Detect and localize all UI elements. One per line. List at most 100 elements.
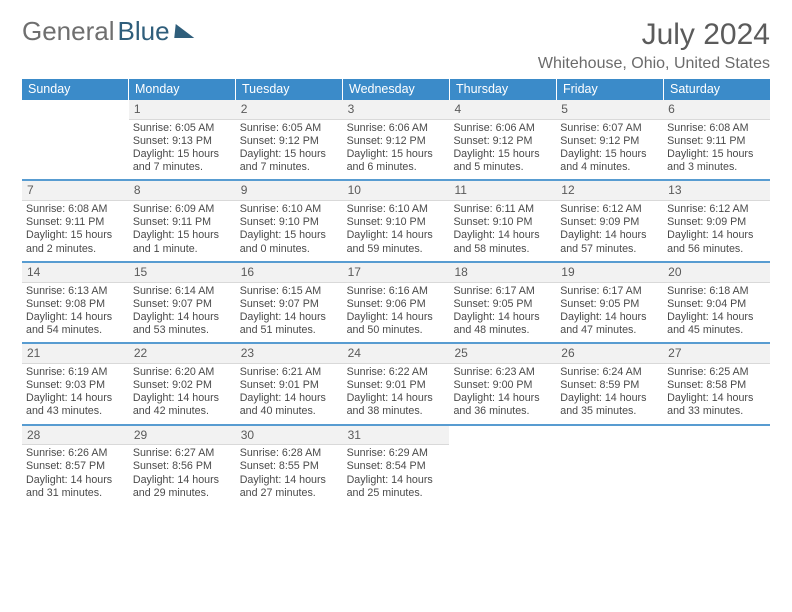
day-cell: 28Sunrise: 6:26 AMSunset: 8:57 PMDayligh…: [22, 426, 129, 504]
sunset-text: Sunset: 8:55 PM: [240, 460, 340, 473]
sunrise-text: Sunrise: 6:05 AM: [133, 122, 233, 135]
day-number: 24: [343, 344, 450, 364]
sunset-text: Sunset: 9:12 PM: [453, 135, 553, 148]
day-number: 8: [129, 181, 236, 201]
day-cell: 5Sunrise: 6:07 AMSunset: 9:12 PMDaylight…: [556, 100, 663, 178]
sunset-text: Sunset: 9:05 PM: [560, 298, 660, 311]
day-number: 28: [22, 426, 129, 446]
dow-friday: Friday: [557, 79, 664, 100]
day-number: 29: [129, 426, 236, 446]
day-details: Sunrise: 6:21 AMSunset: 9:01 PMDaylight:…: [236, 364, 343, 423]
day-details: Sunrise: 6:09 AMSunset: 9:11 PMDaylight:…: [129, 201, 236, 260]
sunrise-text: Sunrise: 6:13 AM: [26, 285, 126, 298]
sunrise-text: Sunrise: 6:17 AM: [453, 285, 553, 298]
week-row: 21Sunrise: 6:19 AMSunset: 9:03 PMDayligh…: [22, 344, 770, 422]
sunset-text: Sunset: 9:10 PM: [240, 216, 340, 229]
sunset-text: Sunset: 9:02 PM: [133, 379, 233, 392]
day-details: Sunrise: 6:20 AMSunset: 9:02 PMDaylight:…: [129, 364, 236, 423]
day-cell: 13Sunrise: 6:12 AMSunset: 9:09 PMDayligh…: [663, 181, 770, 259]
sunset-text: Sunset: 9:09 PM: [667, 216, 767, 229]
daylight-text: Daylight: 14 hours and 25 minutes.: [347, 474, 447, 500]
daylight-text: Daylight: 15 hours and 6 minutes.: [347, 148, 447, 174]
week-separator: [22, 179, 770, 181]
sunrise-text: Sunrise: 6:05 AM: [240, 122, 340, 135]
sunrise-text: Sunrise: 6:27 AM: [133, 447, 233, 460]
sunrise-text: Sunrise: 6:15 AM: [240, 285, 340, 298]
sunrise-text: Sunrise: 6:17 AM: [560, 285, 660, 298]
title-block: July 2024 Whitehouse, Ohio, United State…: [538, 18, 770, 73]
sunrise-text: Sunrise: 6:29 AM: [347, 447, 447, 460]
day-details: Sunrise: 6:06 AMSunset: 9:12 PMDaylight:…: [449, 120, 556, 179]
day-details: Sunrise: 6:18 AMSunset: 9:04 PMDaylight:…: [663, 283, 770, 342]
day-cell: 12Sunrise: 6:12 AMSunset: 9:09 PMDayligh…: [556, 181, 663, 259]
day-cell: 10Sunrise: 6:10 AMSunset: 9:10 PMDayligh…: [343, 181, 450, 259]
day-cell: 3Sunrise: 6:06 AMSunset: 9:12 PMDaylight…: [343, 100, 450, 178]
day-cell: 11Sunrise: 6:11 AMSunset: 9:10 PMDayligh…: [449, 181, 556, 259]
sunrise-text: Sunrise: 6:16 AM: [347, 285, 447, 298]
daylight-text: Daylight: 15 hours and 7 minutes.: [133, 148, 233, 174]
sunset-text: Sunset: 9:00 PM: [453, 379, 553, 392]
sunrise-text: Sunrise: 6:06 AM: [347, 122, 447, 135]
day-number: 10: [343, 181, 450, 201]
day-number: 9: [236, 181, 343, 201]
sunrise-text: Sunrise: 6:12 AM: [560, 203, 660, 216]
day-details: Sunrise: 6:15 AMSunset: 9:07 PMDaylight:…: [236, 283, 343, 342]
day-details: Sunrise: 6:13 AMSunset: 9:08 PMDaylight:…: [22, 283, 129, 342]
day-cell: 18 Sunrise: 6:17 AMSunset: 9:05 PMDayligh…: [449, 263, 556, 341]
sunrise-text: Sunrise: 6:10 AM: [347, 203, 447, 216]
day-number: 11: [449, 181, 556, 201]
day-details: Sunrise: 6:05 AMSunset: 9:13 PMDaylight:…: [129, 120, 236, 179]
week-row: 14Sunrise: 6:13 AMSunset: 9:08 PMDayligh…: [22, 263, 770, 341]
daylight-text: Daylight: 15 hours and 3 minutes.: [667, 148, 767, 174]
daylight-text: Daylight: 14 hours and 31 minutes.: [26, 474, 126, 500]
day-number: 26: [556, 344, 663, 364]
day-cell: 15Sunrise: 6:14 AMSunset: 9:07 PMDayligh…: [129, 263, 236, 341]
dow-header-row: Sunday Monday Tuesday Wednesday Thursday…: [22, 79, 770, 100]
dow-saturday: Saturday: [664, 79, 770, 100]
sunset-text: Sunset: 8:58 PM: [667, 379, 767, 392]
week-separator: [22, 424, 770, 426]
day-cell: 26Sunrise: 6:24 AMSunset: 8:59 PMDayligh…: [556, 344, 663, 422]
calendar: Sunday Monday Tuesday Wednesday Thursday…: [22, 79, 770, 504]
daylight-text: Daylight: 14 hours and 33 minutes.: [667, 392, 767, 418]
day-details: Sunrise: 6:16 AMSunset: 9:06 PMDaylight:…: [343, 283, 450, 342]
daylight-text: Daylight: 14 hours and 40 minutes.: [240, 392, 340, 418]
day-cell: 14Sunrise: 6:13 AMSunset: 9:08 PMDayligh…: [22, 263, 129, 341]
calendar-page: General Blue July 2024 Whitehouse, Ohio,…: [0, 0, 792, 612]
daylight-text: Daylight: 15 hours and 5 minutes.: [453, 148, 553, 174]
sunrise-text: Sunrise: 6:11 AM: [453, 203, 553, 216]
sunset-text: Sunset: 9:05 PM: [453, 298, 553, 311]
brand-triangle-icon: [174, 24, 195, 38]
page-title: July 2024: [538, 18, 770, 51]
day-number: 15: [129, 263, 236, 283]
daylight-text: Daylight: 14 hours and 50 minutes.: [347, 311, 447, 337]
day-number: 4: [449, 100, 556, 120]
sunset-text: Sunset: 9:06 PM: [347, 298, 447, 311]
sunset-text: Sunset: 8:54 PM: [347, 460, 447, 473]
sunset-text: Sunset: 9:10 PM: [347, 216, 447, 229]
sunrise-text: Sunrise: 6:10 AM: [240, 203, 340, 216]
sunset-text: Sunset: 9:03 PM: [26, 379, 126, 392]
day-number: 18: [449, 263, 556, 283]
dow-sunday: Sunday: [22, 79, 129, 100]
day-details: Sunrise: 6:26 AMSunset: 8:57 PMDaylight:…: [22, 445, 129, 504]
day-number: 17: [343, 263, 450, 283]
day-cell: [556, 426, 663, 504]
day-number: 31: [343, 426, 450, 446]
day-cell: 2Sunrise: 6:05 AMSunset: 9:12 PMDaylight…: [236, 100, 343, 178]
weeks-container: 1Sunrise: 6:05 AMSunset: 9:13 PMDaylight…: [22, 100, 770, 504]
daylight-text: Daylight: 14 hours and 29 minutes.: [133, 474, 233, 500]
daylight-text: Daylight: 15 hours and 1 minute.: [133, 229, 233, 255]
daylight-text: Daylight: 15 hours and 4 minutes.: [560, 148, 660, 174]
sunset-text: Sunset: 8:57 PM: [26, 460, 126, 473]
daylight-text: Daylight: 14 hours and 27 minutes.: [240, 474, 340, 500]
day-cell: 19Sunrise: 6:17 AMSunset: 9:05 PMDayligh…: [556, 263, 663, 341]
day-details: Sunrise: 6:14 AMSunset: 9:07 PMDaylight:…: [129, 283, 236, 342]
day-details: Sunrise: 6:23 AMSunset: 9:00 PMDaylight:…: [449, 364, 556, 423]
day-number: 30: [236, 426, 343, 446]
day-number: 12: [556, 181, 663, 201]
day-cell: 27Sunrise: 6:25 AMSunset: 8:58 PMDayligh…: [663, 344, 770, 422]
daylight-text: Daylight: 15 hours and 0 minutes.: [240, 229, 340, 255]
sunrise-text: Sunrise: 6:08 AM: [667, 122, 767, 135]
daylight-text: Daylight: 14 hours and 48 minutes.: [453, 311, 553, 337]
